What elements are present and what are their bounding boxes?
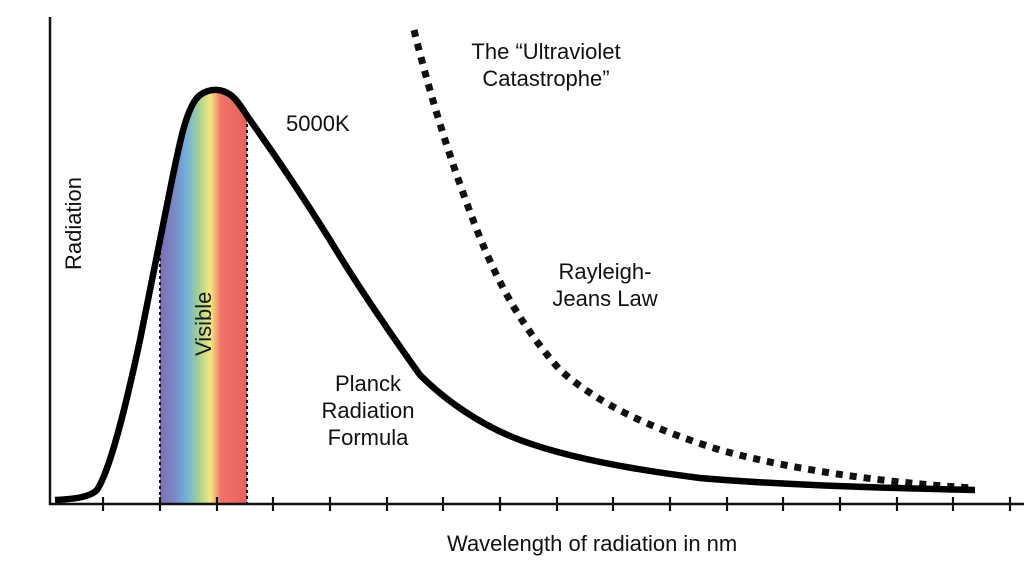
temperature-label: 5000K	[286, 111, 350, 136]
ultraviolet-catastrophe-label: The “Ultraviolet Catastrophe”	[446, 38, 646, 92]
uv-line-2: Catastrophe”	[482, 66, 610, 91]
planck-formula-label: Planck Radiation Formula	[308, 370, 428, 451]
visible-band	[159, 89, 248, 504]
visible-label: Visible	[191, 291, 216, 356]
uv-line-1: The “Ultraviolet	[471, 39, 621, 64]
rj-line-2: Jeans Law	[552, 286, 658, 311]
rayleigh-jeans-label: Rayleigh- Jeans Law	[520, 258, 690, 312]
planck-line-1: Planck	[334, 371, 402, 396]
planck-line-3: Formula	[327, 425, 409, 450]
x-axis-label: Wavelength of radiation in nm	[447, 531, 738, 556]
y-axis-label: Radiation	[61, 177, 86, 270]
rj-line-1: Rayleigh-	[558, 259, 652, 284]
rayleigh-jeans-curve	[410, 29, 976, 492]
x-axis-ticks	[101, 497, 1012, 511]
planck-curve	[54, 86, 976, 504]
axes	[48, 17, 1024, 511]
planck-line-2: Radiation	[321, 398, 415, 423]
